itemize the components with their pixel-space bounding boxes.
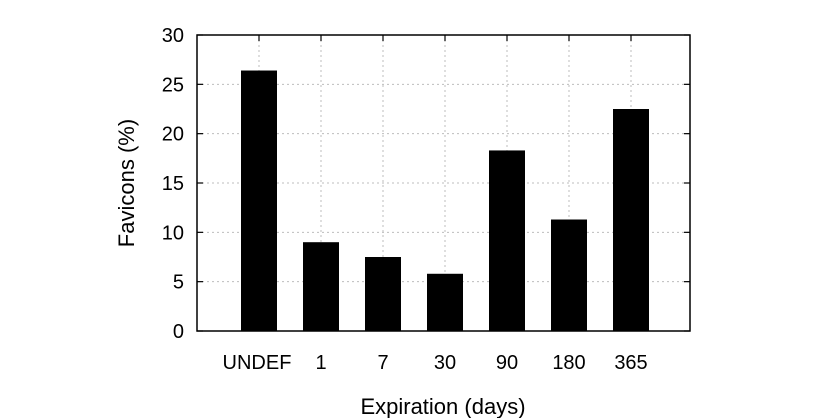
- y-tick-label: 20: [162, 124, 184, 146]
- y-tick-label: 15: [162, 173, 184, 195]
- x-tick-label: 90: [496, 352, 518, 374]
- bar-undef: [241, 70, 277, 332]
- x-tick-label: 180: [552, 352, 585, 374]
- y-tick-label: 5: [173, 272, 184, 294]
- x-tick-label: 365: [614, 352, 647, 374]
- bar-180: [551, 219, 587, 331]
- axis-ticks: 0 5 10 15 20 25 30 UNDEF 1 7 30 90 180 365: [162, 25, 690, 374]
- x-tick-label: 1: [315, 352, 326, 374]
- bar-30: [427, 273, 463, 331]
- bar-1: [303, 242, 339, 331]
- y-tick-label: 25: [162, 74, 184, 96]
- bar-90: [489, 150, 525, 331]
- y-tick-label: 10: [162, 222, 184, 244]
- y-tick-label: 0: [173, 321, 184, 343]
- x-tick-label: UNDEF: [223, 352, 292, 374]
- x-tick-label: 30: [434, 352, 456, 374]
- x-tick-label: 7: [377, 352, 388, 374]
- y-axis-title: Favicons (%): [114, 119, 139, 247]
- bar-7: [365, 257, 401, 331]
- bars: [241, 70, 649, 332]
- y-tick-label: 30: [162, 25, 184, 47]
- x-axis-title: Expiration (days): [360, 394, 525, 418]
- bar-365: [613, 109, 649, 331]
